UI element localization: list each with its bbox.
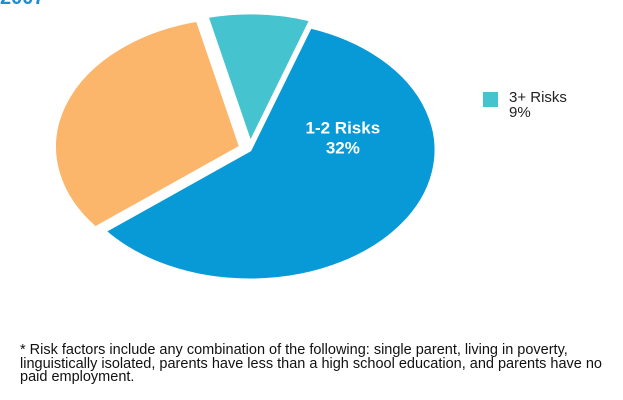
legend-label: 3+ Risks — [509, 89, 567, 106]
slice-value-label: 32% — [326, 138, 360, 157]
pie-slice-0-risks — [102, 25, 438, 282]
chart-title-fragment: 2007 — [0, 0, 45, 8]
legend-entry: 3+ Risks 9% — [509, 90, 567, 120]
legend-value: 9% — [509, 104, 531, 121]
legend-swatch-3-plus-risks — [483, 92, 498, 107]
pie-slice-3-risks — [205, 11, 313, 147]
footnote: * Risk factors include any combination o… — [20, 342, 602, 385]
slice-label: 1-2 Risks — [306, 118, 381, 137]
legend: 3+ Risks 9% — [483, 90, 567, 120]
pie-slice-1-2-risks — [53, 18, 243, 230]
